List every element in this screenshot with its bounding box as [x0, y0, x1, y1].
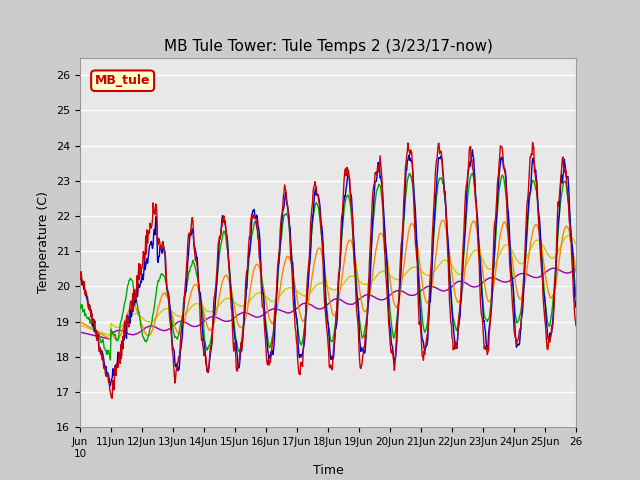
Title: MB Tule Tower: Tule Temps 2 (3/23/17-now): MB Tule Tower: Tule Temps 2 (3/23/17-now…: [164, 39, 492, 54]
Y-axis label: Temperature (C): Temperature (C): [38, 192, 51, 293]
Text: MB_tule: MB_tule: [95, 74, 150, 87]
X-axis label: Time: Time: [312, 464, 344, 477]
